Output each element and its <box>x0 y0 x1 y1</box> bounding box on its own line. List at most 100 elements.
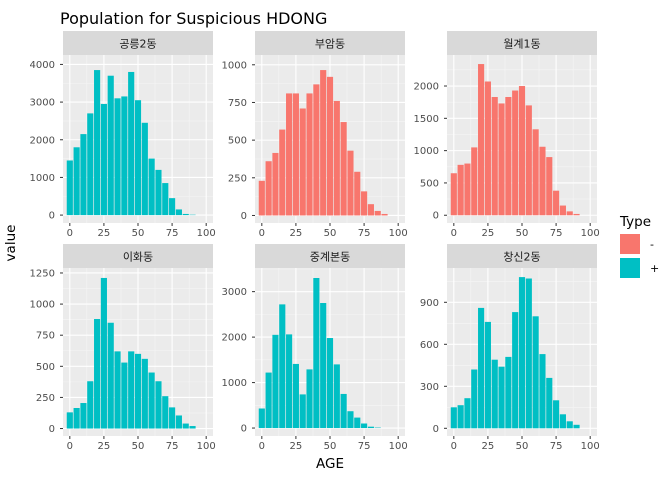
bar <box>135 100 141 215</box>
y-tick-label: 1000 <box>222 378 247 389</box>
legend-label: + <box>650 262 659 275</box>
y-tick-label: 900 <box>420 298 439 309</box>
x-tick-label: 75 <box>166 441 179 452</box>
bar <box>354 172 360 216</box>
bar <box>101 104 107 215</box>
y-tick-label: 600 <box>420 340 439 351</box>
bar <box>114 98 120 215</box>
bar <box>313 278 319 428</box>
bar <box>142 123 148 215</box>
x-tick-label: 100 <box>581 228 600 239</box>
y-tick-label: 1000 <box>414 146 439 157</box>
bar <box>458 405 464 428</box>
y-tick-label: 2000 <box>30 135 55 146</box>
bar <box>519 86 525 215</box>
x-tick-label: 100 <box>389 441 408 452</box>
x-tick-label: 75 <box>550 441 563 452</box>
y-tick-label: 250 <box>36 393 55 404</box>
x-tick-label: 0 <box>451 228 457 239</box>
bar <box>176 415 182 428</box>
y-tick-label: 0 <box>241 424 247 435</box>
bar <box>266 373 272 428</box>
x-tick-label: 50 <box>324 441 337 452</box>
bar <box>464 398 470 428</box>
bar <box>176 209 182 215</box>
bar <box>505 97 511 215</box>
bar <box>471 370 477 429</box>
bar <box>67 160 73 215</box>
bar <box>320 70 326 215</box>
bar <box>87 113 93 215</box>
bar <box>539 354 545 428</box>
x-tick-label: 75 <box>358 228 371 239</box>
bar <box>485 81 491 215</box>
bar <box>526 105 532 215</box>
x-tick-label: 100 <box>581 441 600 452</box>
bar <box>259 408 265 428</box>
bar <box>560 206 566 216</box>
bar <box>368 204 374 215</box>
bar <box>368 427 374 428</box>
bar <box>320 303 326 428</box>
bar <box>183 424 189 429</box>
bar <box>149 159 155 216</box>
y-tick-label: 500 <box>420 178 439 189</box>
bar <box>114 351 120 428</box>
bar <box>74 408 80 429</box>
y-tick-label: 0 <box>241 211 247 222</box>
bar <box>347 411 353 428</box>
x-tick-label: 50 <box>516 441 529 452</box>
y-tick-label: 500 <box>36 362 55 373</box>
bar <box>498 103 504 215</box>
x-tick-label: 100 <box>389 228 408 239</box>
y-tick-label: 2000 <box>222 333 247 344</box>
bar <box>162 183 168 215</box>
y-tick-label: 4000 <box>30 60 55 71</box>
bar <box>451 407 457 428</box>
bar <box>155 170 161 215</box>
bar <box>272 153 278 216</box>
bar <box>341 122 347 215</box>
bar <box>573 425 579 429</box>
bar <box>128 351 134 428</box>
x-tick-label: 50 <box>132 441 145 452</box>
bar <box>74 147 80 215</box>
x-tick-label: 50 <box>516 228 529 239</box>
bar <box>327 338 333 428</box>
y-tick-label: 0 <box>49 211 55 222</box>
bar <box>149 373 155 429</box>
bar <box>464 164 470 216</box>
y-tick-label: 250 <box>228 173 247 184</box>
bar <box>354 418 360 428</box>
legend-key <box>620 234 640 254</box>
y-tick-label: 1000 <box>30 300 55 311</box>
bar <box>162 396 168 428</box>
bar <box>189 426 195 428</box>
bar <box>293 93 299 215</box>
bar <box>259 181 265 216</box>
legend-key <box>620 258 640 278</box>
bar <box>121 363 127 429</box>
bar <box>519 277 525 428</box>
bar <box>341 394 347 428</box>
x-tick-label: 25 <box>482 441 495 452</box>
bar <box>485 322 491 428</box>
x-tick-label: 25 <box>290 441 303 452</box>
facet-strip-label: 이화동 <box>123 251 153 264</box>
bar <box>381 214 387 216</box>
y-tick-label: 0 <box>433 424 439 435</box>
bar <box>334 364 340 428</box>
bar <box>279 130 285 216</box>
x-tick-label: 0 <box>259 228 265 239</box>
x-tick-label: 25 <box>98 228 111 239</box>
legend-title: Type <box>619 214 651 230</box>
bar <box>546 378 552 428</box>
y-tick-label: 3000 <box>222 287 247 298</box>
bar <box>334 101 340 216</box>
